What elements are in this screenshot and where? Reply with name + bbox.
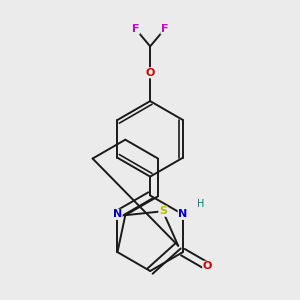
Text: F: F [161, 24, 169, 34]
Text: H: H [197, 199, 205, 209]
Text: N: N [178, 209, 188, 219]
Text: N: N [113, 209, 122, 219]
Text: O: O [146, 68, 155, 78]
Text: S: S [159, 206, 167, 216]
Text: F: F [132, 24, 140, 34]
Text: O: O [203, 261, 212, 271]
